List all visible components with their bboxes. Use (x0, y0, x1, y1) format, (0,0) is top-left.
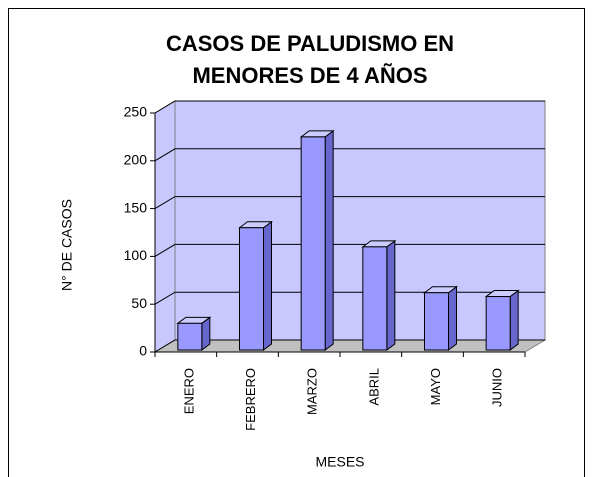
y-tick-label: 0 (139, 343, 147, 359)
grid-line (154, 291, 545, 305)
bar (485, 296, 511, 351)
x-tick-label: FEBRERO (243, 368, 258, 431)
x-tick-label: ENERO (181, 368, 196, 414)
x-tick-label: JUNIO (490, 368, 505, 407)
x-tick-label: ABRIL (366, 368, 381, 406)
y-axis-title: N° DE CASOS (59, 199, 75, 291)
y-tick-label: 200 (124, 152, 148, 168)
grid-line (154, 196, 545, 210)
y-tick-label: 150 (124, 199, 148, 215)
x-tick-label: MAYO (428, 368, 443, 405)
bar-side (263, 220, 272, 351)
x-axis-title: MESES (315, 454, 364, 470)
bar-side (448, 285, 457, 351)
chart-title: MENORES DE 4 AÑOS (192, 63, 427, 88)
bar-side (324, 129, 334, 351)
y-tick-label: 100 (124, 247, 148, 263)
grid-line (154, 339, 545, 353)
bar (239, 227, 264, 351)
chart-title: CASOS DE PALUDISMO EN (166, 31, 454, 56)
y-tick-label: 50 (131, 295, 147, 311)
x-tick-label: MARZO (305, 368, 320, 415)
bar (300, 136, 326, 351)
side-wall (154, 100, 176, 353)
bar (177, 322, 203, 351)
grid-line (154, 148, 545, 162)
bar-side (386, 239, 396, 351)
grid-line (154, 100, 545, 114)
bar (424, 292, 449, 351)
bar-side (509, 289, 519, 351)
grid-line (154, 243, 545, 257)
bar (362, 246, 388, 351)
y-tick-label: 250 (124, 104, 148, 120)
